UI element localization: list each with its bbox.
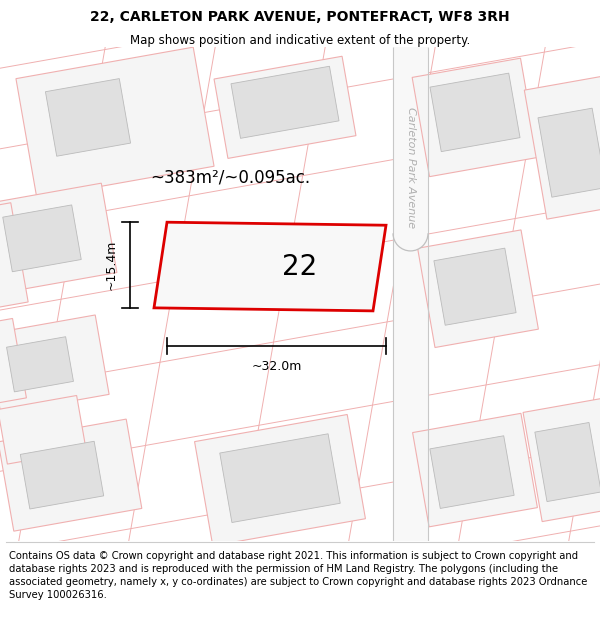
Polygon shape [16, 47, 214, 198]
Text: ~383m²/~0.095ac.: ~383m²/~0.095ac. [150, 169, 310, 187]
Polygon shape [154, 226, 292, 307]
Polygon shape [220, 434, 340, 522]
Polygon shape [194, 414, 365, 546]
Polygon shape [46, 79, 131, 156]
Polygon shape [154, 222, 386, 311]
Polygon shape [430, 436, 514, 508]
Polygon shape [535, 422, 600, 502]
Polygon shape [430, 73, 520, 152]
Polygon shape [412, 58, 538, 177]
Polygon shape [0, 202, 28, 314]
Bar [393, 47, 428, 541]
Text: Carleton Park Avenue: Carleton Park Avenue [406, 107, 415, 229]
Wedge shape [393, 233, 428, 251]
Polygon shape [214, 56, 356, 158]
Polygon shape [0, 396, 86, 464]
Polygon shape [524, 76, 600, 219]
Polygon shape [418, 230, 538, 348]
Polygon shape [7, 337, 73, 392]
Polygon shape [0, 183, 117, 294]
Text: Contains OS data © Crown copyright and database right 2021. This information is : Contains OS data © Crown copyright and d… [9, 551, 587, 601]
Text: 22, CARLETON PARK AVENUE, PONTEFRACT, WF8 3RH: 22, CARLETON PARK AVENUE, PONTEFRACT, WF… [90, 10, 510, 24]
Polygon shape [0, 319, 26, 410]
Text: 22: 22 [283, 253, 317, 281]
Polygon shape [523, 398, 600, 522]
Polygon shape [3, 205, 81, 272]
Polygon shape [538, 108, 600, 197]
Text: ~15.4m: ~15.4m [105, 240, 118, 290]
Polygon shape [20, 441, 104, 509]
Polygon shape [434, 248, 516, 325]
Polygon shape [0, 419, 142, 531]
Polygon shape [231, 66, 339, 138]
Polygon shape [0, 315, 109, 414]
Text: ~32.0m: ~32.0m [251, 360, 302, 373]
Text: Map shows position and indicative extent of the property.: Map shows position and indicative extent… [130, 34, 470, 47]
Polygon shape [413, 413, 538, 527]
